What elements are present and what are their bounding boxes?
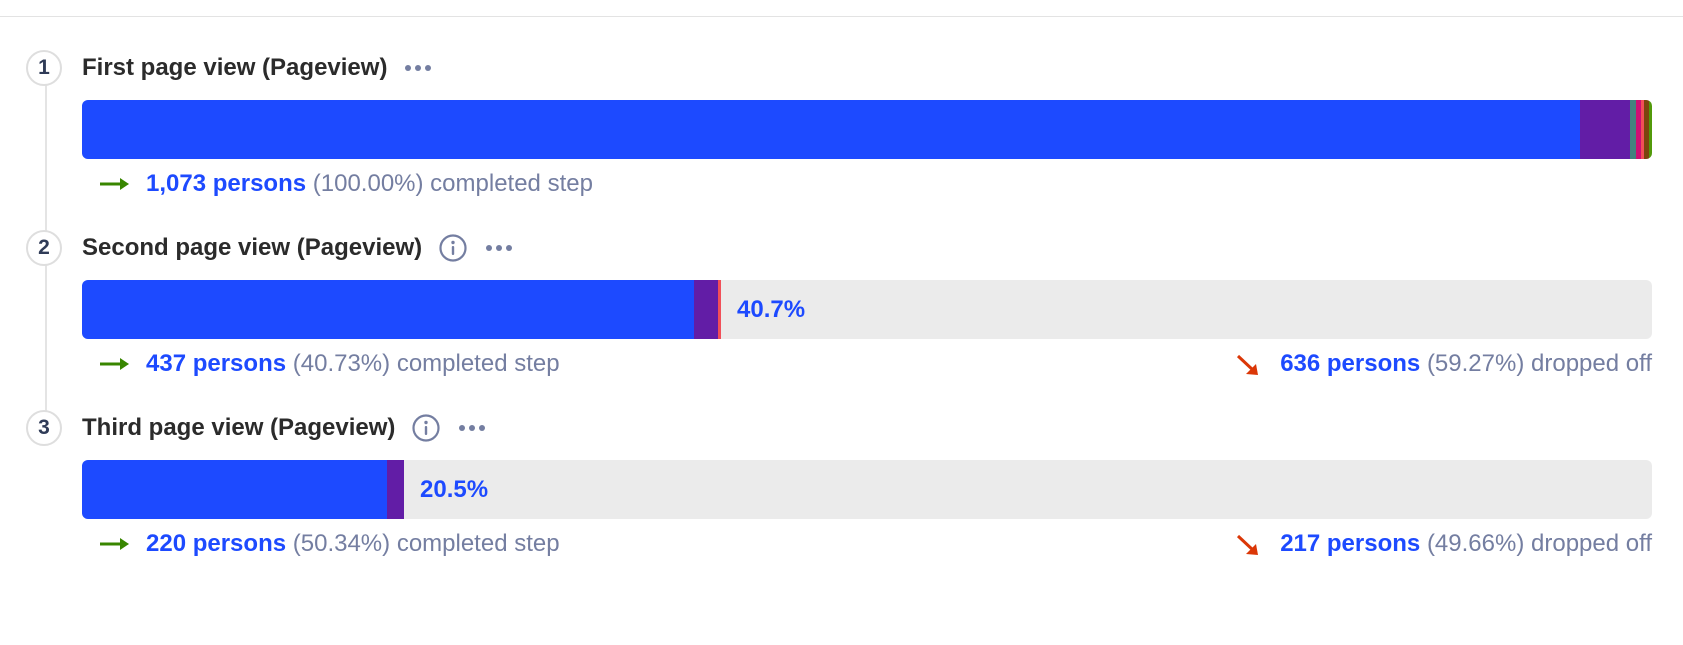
step-header: Third page view (Pageview) xyxy=(82,412,487,444)
step-header: First page view (Pageview) xyxy=(82,52,433,84)
completed-persons-link[interactable]: 1,073 persons xyxy=(146,170,307,197)
funnel-step-3: 3 Third page view (Pageview) 20.5% 220 p… xyxy=(0,409,1683,569)
step-stats: 220 persons (50.34%) completed step 217 … xyxy=(82,527,1652,561)
step-stats: 437 persons (40.73%) completed step 636 … xyxy=(82,347,1652,381)
step-bar-percentage: 40.7% xyxy=(737,296,806,323)
more-options-icon[interactable] xyxy=(484,233,514,263)
top-divider xyxy=(0,16,1683,17)
arrow-down-right-icon xyxy=(1232,353,1264,375)
step-bar-fill[interactable] xyxy=(82,460,404,519)
more-options-icon[interactable] xyxy=(403,53,433,83)
dropped-persons-link[interactable]: 636 persons xyxy=(1280,350,1421,377)
completed-label: completed step xyxy=(396,530,560,557)
arrow-right-icon xyxy=(98,533,130,555)
funnel-step-1: 1 First page view (Pageview) 1,073 perso… xyxy=(0,49,1683,209)
completed-percentage: (50.34%) xyxy=(292,530,391,557)
completed-label: completed step xyxy=(396,350,560,377)
breakdown-segment-1[interactable] xyxy=(82,280,694,339)
step-bar[interactable]: 40.7% xyxy=(82,280,1652,339)
step-bar[interactable]: 20.5% xyxy=(82,460,1652,519)
completed-persons-link[interactable]: 437 persons xyxy=(146,350,287,377)
step-number-badge: 3 xyxy=(26,410,62,446)
completed-stat[interactable]: 220 persons (50.34%) completed step xyxy=(98,527,560,561)
funnel-step-2: 2 Second page view (Pageview) 40.7% 437 … xyxy=(0,229,1683,389)
completed-label: completed step xyxy=(430,170,593,197)
dropped-percentage: (49.66%) xyxy=(1426,530,1525,557)
breakdown-segment-2[interactable] xyxy=(694,280,718,339)
info-icon[interactable] xyxy=(438,233,468,263)
step-bar[interactable] xyxy=(82,100,1652,159)
completed-percentage: (100.00%) xyxy=(312,170,424,197)
completed-stat[interactable]: 1,073 persons (100.00%) completed step xyxy=(98,167,593,201)
completed-stat[interactable]: 437 persons (40.73%) completed step xyxy=(98,347,560,381)
breakdown-segment-4[interactable] xyxy=(1636,100,1641,159)
dropped-stat[interactable]: 636 persons (59.27%) dropped off xyxy=(1232,347,1652,381)
dropped-stat[interactable]: 217 persons (49.66%) dropped off xyxy=(1232,527,1652,561)
step-bar-fill[interactable] xyxy=(82,100,1652,159)
breakdown-segment-3[interactable] xyxy=(718,280,721,339)
step-number-badge: 1 xyxy=(26,50,62,86)
breakdown-segment-1[interactable] xyxy=(82,460,387,519)
breakdown-segment-5[interactable] xyxy=(1641,100,1644,159)
breakdown-segment-2[interactable] xyxy=(1580,100,1630,159)
breakdown-segment-1[interactable] xyxy=(82,100,1580,159)
breakdown-segment-6[interactable] xyxy=(1644,100,1649,159)
arrow-down-right-icon xyxy=(1232,533,1264,555)
completed-percentage: (40.73%) xyxy=(292,350,391,377)
step-stats: 1,073 persons (100.00%) completed step xyxy=(82,167,1652,201)
breakdown-segment-2[interactable] xyxy=(387,460,404,519)
arrow-right-icon xyxy=(98,353,130,375)
dropped-label: dropped off xyxy=(1531,530,1652,557)
more-options-icon[interactable] xyxy=(457,413,487,443)
step-title: First page view (Pageview) xyxy=(82,54,388,81)
dropped-label: dropped off xyxy=(1531,350,1652,377)
dropped-percentage: (59.27%) xyxy=(1426,350,1525,377)
dropped-persons-link[interactable]: 217 persons xyxy=(1280,530,1421,557)
completed-persons-link[interactable]: 220 persons xyxy=(146,530,287,557)
step-header: Second page view (Pageview) xyxy=(82,232,514,264)
info-icon[interactable] xyxy=(411,413,441,443)
breakdown-segment-3[interactable] xyxy=(1630,100,1636,159)
step-bar-percentage: 20.5% xyxy=(420,476,489,503)
breakdown-segment-7[interactable] xyxy=(1649,100,1652,159)
step-bar-fill[interactable] xyxy=(82,280,721,339)
arrow-right-icon xyxy=(98,173,130,195)
step-title: Third page view (Pageview) xyxy=(82,414,396,441)
step-title: Second page view (Pageview) xyxy=(82,234,423,261)
step-number-badge: 2 xyxy=(26,230,62,266)
